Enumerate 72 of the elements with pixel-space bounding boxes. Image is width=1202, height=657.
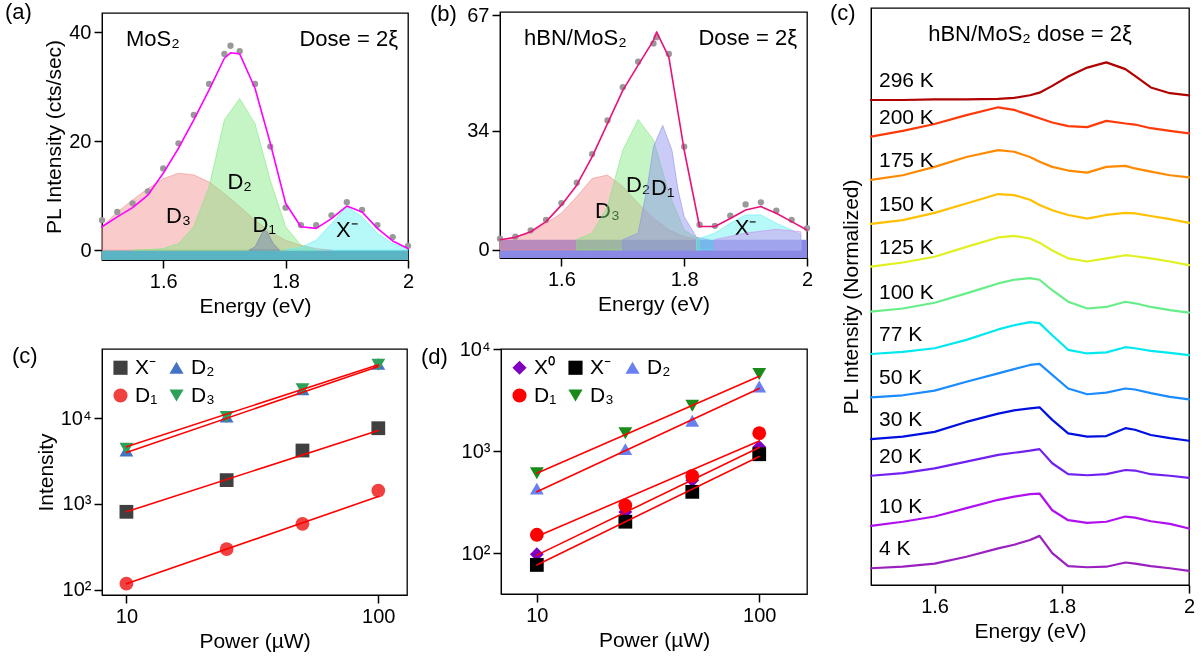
- y-axis-title: PL Intensity (cts/sec): [42, 39, 66, 235]
- series-label: D₃: [595, 197, 620, 223]
- annotation: Dose = 2ξ: [299, 26, 399, 51]
- y-tick-label: 10³: [461, 439, 491, 462]
- series-label: 125 K: [879, 234, 934, 258]
- annotation: hBN/MoS₂: [524, 25, 627, 50]
- y-tick-label: 67: [467, 4, 490, 26]
- y-tick-label: 0: [80, 238, 92, 261]
- x-axis-title: Power (µW): [598, 627, 711, 651]
- annotation: MoS₂: [126, 26, 180, 51]
- series-label: 77 K: [879, 321, 923, 345]
- x-axis-title: Energy (eV): [597, 291, 711, 315]
- series-label: 296 K: [879, 67, 934, 91]
- series-label: 150 K: [879, 191, 934, 215]
- y-tick-label: 10⁴: [459, 337, 491, 360]
- x-tick-label: 1.6: [921, 594, 950, 617]
- annotation: Dose = 2ξ: [698, 25, 798, 50]
- x-tick-label: 2: [402, 269, 415, 292]
- chart-title: (a): [5, 0, 32, 24]
- y-tick-label: 20: [69, 129, 92, 152]
- x-tick-label: 1.8: [1048, 594, 1077, 617]
- series-label: 100 K: [879, 279, 934, 303]
- y-tick-label: 10²: [62, 578, 92, 601]
- series-label: D₃: [166, 202, 191, 228]
- x-axis-title: Energy (eV): [974, 618, 1087, 642]
- chart-title: (c): [830, 0, 856, 25]
- series-label: X⁻: [335, 217, 358, 243]
- x-tick-label: 10: [526, 603, 549, 626]
- chart-title: (b): [430, 1, 457, 26]
- y-tick-label: 10⁴: [60, 406, 92, 429]
- x-tick-label: 1.6: [547, 267, 576, 290]
- x-axis-title: Power (µW): [199, 628, 311, 652]
- legend-label: D₃: [590, 382, 614, 406]
- y-tick-label: 40: [69, 20, 92, 43]
- legend-label: X⁻: [590, 354, 612, 378]
- x-tick-label: 100: [362, 604, 396, 627]
- legend-label: X⁻: [135, 354, 157, 378]
- series-label: D₁: [252, 211, 276, 237]
- x-tick-label: 1.8: [670, 267, 699, 290]
- legend-label: D₃: [191, 382, 215, 406]
- series-label: 20 K: [879, 443, 923, 467]
- series-label: D₂: [227, 168, 252, 194]
- x-tick-label: 1.8: [272, 269, 301, 292]
- series-label: 50 K: [879, 365, 923, 389]
- series-label: 10 K: [879, 493, 923, 517]
- legend-label: D₂: [647, 354, 671, 378]
- x-axis-title: Energy (eV): [199, 293, 312, 317]
- y-axis-title: Intensity: [33, 432, 57, 512]
- x-tick-label: 2: [1183, 594, 1196, 617]
- x-tick-label: 2: [801, 267, 814, 290]
- x-tick-label: 100: [743, 603, 777, 626]
- text: hBN/MoS₂ dose = 2ξ: [928, 21, 1132, 46]
- x-tick-label: 10: [115, 604, 139, 627]
- series-label: X⁻: [734, 215, 757, 241]
- chart-title: (d): [421, 344, 448, 369]
- legend-label: X⁰: [534, 354, 556, 378]
- x-tick-label: 1.6: [149, 269, 178, 292]
- legend-label: D₁: [135, 382, 158, 406]
- series-label: D₁: [651, 175, 675, 201]
- legend-label: D₂: [191, 354, 215, 378]
- y-tick-label: 10²: [461, 541, 491, 564]
- y-axis-title: PL Intensity (Normalized): [838, 179, 862, 415]
- series-label: 30 K: [879, 407, 923, 431]
- legend-label: D₁: [534, 382, 557, 406]
- y-tick-label: 0: [478, 238, 490, 261]
- chart-title: (c): [12, 343, 38, 368]
- series-label: 175 K: [879, 147, 934, 171]
- y-tick-label: 34: [467, 119, 490, 142]
- y-tick-label: 10³: [62, 492, 92, 515]
- series-label: 200 K: [879, 104, 934, 128]
- series-label: 4 K: [879, 536, 911, 560]
- series-label: D₂: [625, 172, 651, 198]
